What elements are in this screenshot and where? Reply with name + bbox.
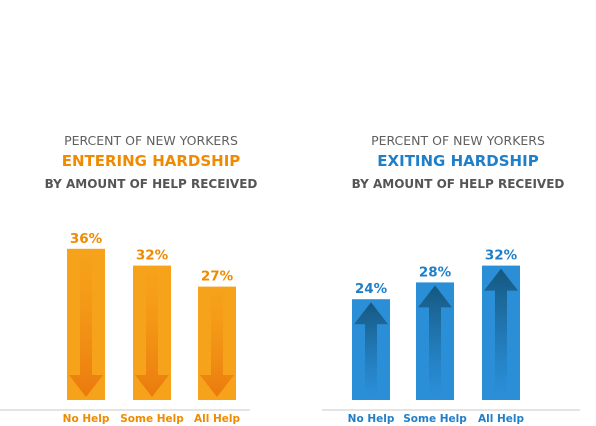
- category-label: Some Help: [403, 413, 467, 425]
- exiting-hardship-chart: PERCENT OF NEW YORKERS EXITING HARDSHIP …: [322, 133, 580, 425]
- chart-title-line2: ENTERING HARDSHIP: [62, 152, 241, 170]
- entering-hardship-chart: PERCENT OF NEW YORKERS ENTERING HARDSHIP…: [0, 133, 257, 425]
- chart-title-line3: BY AMOUNT OF HELP RECEIVED: [352, 177, 565, 191]
- arrow-down-icon: [200, 289, 234, 397]
- category-label: No Help: [63, 413, 110, 425]
- chart-title-line1: PERCENT OF NEW YORKERS: [371, 133, 545, 148]
- arrow-up-icon: [354, 302, 388, 397]
- bars-group: 36% No Help 32% Some Help 27% All Help: [63, 231, 241, 425]
- bar-all-help: 32% All Help: [478, 248, 524, 425]
- data-label: 28%: [419, 264, 452, 280]
- arrow-down-icon: [69, 251, 103, 397]
- chart-title-line3: BY AMOUNT OF HELP RECEIVED: [45, 177, 258, 191]
- category-label: Some Help: [120, 413, 184, 425]
- chart-title-line1: PERCENT OF NEW YORKERS: [64, 133, 238, 148]
- bar-no-help: 36% No Help: [63, 231, 110, 425]
- bar-some-help: 28% Some Help: [403, 264, 467, 425]
- data-label: 36%: [70, 231, 103, 247]
- bar-no-help: 24% No Help: [348, 281, 395, 425]
- bar-some-help: 32% Some Help: [120, 248, 184, 425]
- category-label: No Help: [348, 413, 395, 425]
- category-label: All Help: [478, 413, 524, 425]
- bar-all-help: 27% All Help: [194, 269, 240, 425]
- data-label: 24%: [355, 281, 388, 297]
- bars-group: 24% No Help 28% Some Help 32% All Help: [348, 248, 525, 425]
- arrow-down-icon: [135, 268, 169, 397]
- data-label: 32%: [136, 248, 169, 264]
- data-label: 32%: [485, 248, 518, 264]
- chart-title-line2: EXITING HARDSHIP: [377, 152, 538, 170]
- data-label: 27%: [201, 269, 234, 285]
- category-label: All Help: [194, 413, 240, 425]
- arrow-up-icon: [418, 285, 452, 397]
- arrow-up-icon: [484, 268, 518, 397]
